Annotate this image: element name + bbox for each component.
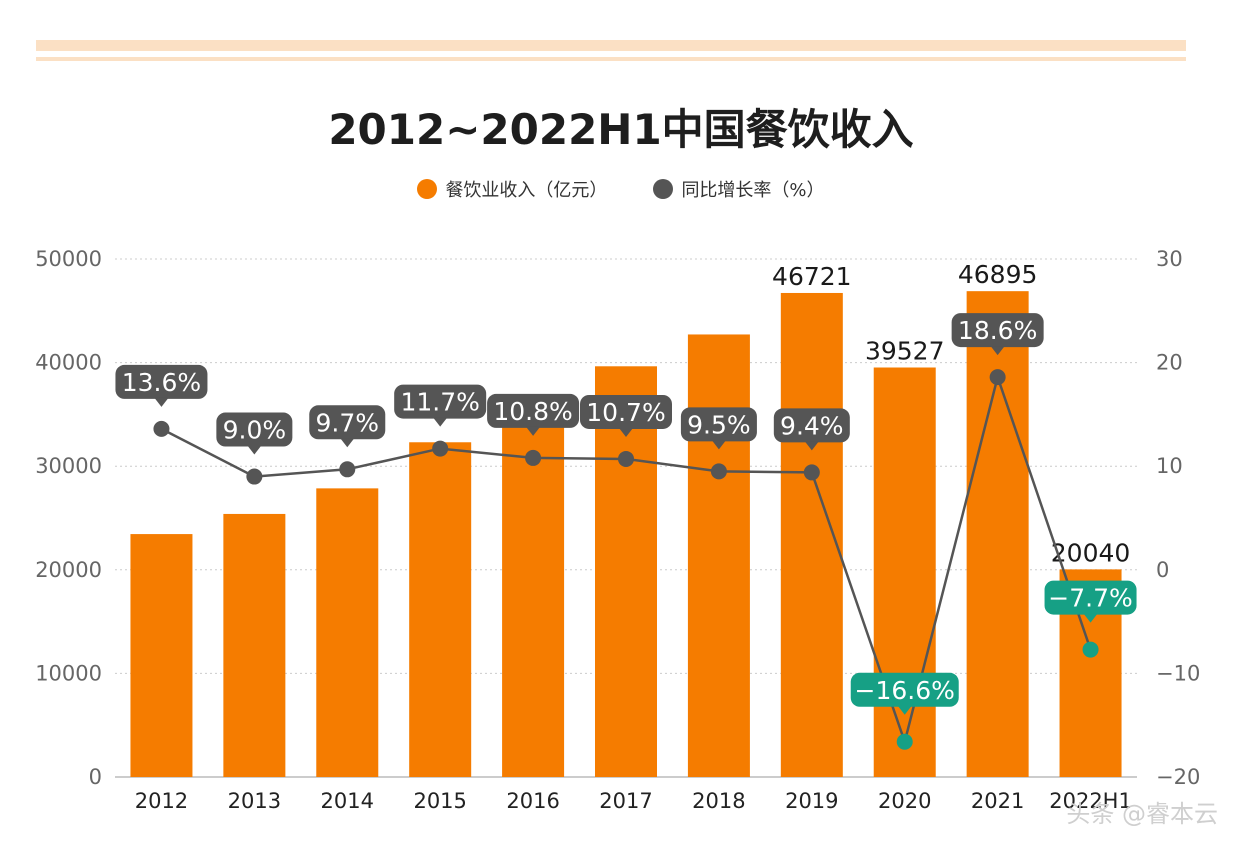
growth-label-bubble (680, 407, 757, 442)
x-tick-label: 2020 (878, 789, 931, 813)
y-left-tick-label: 50000 (35, 247, 102, 271)
growth-point-2022H1 (1082, 641, 1099, 658)
growth-label-bubble (309, 405, 386, 440)
growth-value-label: −7.7% (1048, 584, 1132, 613)
growth-label-pointer (340, 438, 355, 448)
x-tick-label: 2019 (785, 789, 838, 813)
y-right-tick-label: −20 (1156, 765, 1200, 789)
growth-label-pointer (433, 417, 448, 427)
bar-2012 (130, 534, 193, 777)
legend-label-revenue: 餐饮业收入（亿元） (445, 180, 608, 201)
x-tick-label: 2018 (692, 789, 745, 813)
decorative-top-band (36, 40, 1186, 51)
growth-value-label: 13.6% (122, 368, 201, 397)
growth-label-pointer (804, 441, 819, 451)
growth-value-label: −16.6% (855, 676, 955, 705)
x-tick-label: 2015 (413, 789, 466, 813)
growth-label-bubble (850, 672, 959, 707)
growth-value-label: 10.8% (493, 397, 572, 426)
growth-value-label: 9.0% (223, 416, 287, 445)
y-right-tick-label: −10 (1156, 661, 1200, 685)
growth-point-2012 (153, 420, 170, 437)
legend-label-growth: 同比增长率（%） (681, 180, 825, 201)
growth-label-pointer (897, 705, 912, 715)
y-left-tick-label: 0 (89, 765, 102, 789)
bar-2014 (316, 488, 379, 777)
growth-value-label: 9.4% (780, 411, 844, 440)
growth-label-pointer (1083, 613, 1098, 623)
y-right-tick-label: 20 (1156, 351, 1183, 375)
growth-label-pointer (526, 426, 541, 436)
bar-value-label: 46895 (958, 260, 1038, 289)
x-tick-label: 2016 (506, 789, 559, 813)
growth-value-label: 9.5% (687, 410, 751, 439)
growth-point-2021 (989, 369, 1006, 386)
growth-label-pointer (247, 445, 262, 455)
growth-label-bubble (1044, 580, 1137, 615)
growth-point-2018 (710, 463, 727, 480)
x-tick-label: 2012 (135, 789, 188, 813)
y-left-tick-label: 20000 (35, 558, 102, 582)
y-right-tick-label: 10 (1156, 454, 1183, 478)
y-left-tick-label: 10000 (35, 661, 102, 685)
growth-label-bubble (487, 393, 580, 428)
bar-2020 (873, 367, 936, 777)
growth-label-pointer (711, 440, 726, 450)
growth-value-label: 18.6% (958, 316, 1037, 345)
growth-point-2017 (618, 450, 634, 467)
bar-2021 (966, 291, 1029, 777)
growth-point-2013 (246, 468, 263, 485)
growth-label-pointer (154, 397, 169, 407)
watermark: 头条 @睿本云 (1066, 800, 1218, 828)
legend-swatch-gray-icon (653, 179, 674, 199)
legend-swatch-orange-icon (417, 179, 438, 199)
chart-legend: 餐饮业收入（亿元） 同比增长率（%） (0, 176, 1242, 202)
bar-value-label: 39527 (865, 337, 945, 366)
legend-item-growth: 同比增长率（%） (653, 176, 825, 202)
growth-label-bubble (394, 384, 487, 419)
bar-2015 (409, 442, 472, 777)
x-tick-label: 2014 (321, 789, 374, 813)
bar-value-label: 20040 (1051, 538, 1131, 567)
decorative-top-line (36, 57, 1186, 61)
growth-label-bubble (951, 313, 1044, 348)
growth-label-bubble (115, 364, 208, 399)
x-tick-label: 2021 (971, 789, 1024, 813)
bar-2018 (687, 334, 750, 777)
growth-value-label: 10.7% (586, 398, 665, 427)
y-right-tick-label: 30 (1156, 247, 1183, 271)
growth-label-pointer (990, 346, 1005, 356)
x-tick-label: 2013 (228, 789, 281, 813)
growth-value-label: 11.7% (400, 388, 479, 417)
bar-value-label: 46721 (772, 262, 852, 291)
growth-value-label: 9.7% (316, 408, 380, 437)
chart-title: 2012~2022H1中国餐饮收入 (328, 105, 914, 154)
bar-2013 (223, 513, 286, 777)
bar-2016 (502, 406, 565, 777)
y-right-tick-label: 0 (1156, 558, 1169, 582)
x-tick-label: 2022H1 (1049, 789, 1132, 813)
growth-point-2014 (339, 461, 356, 478)
growth-point-2015 (432, 440, 449, 457)
growth-label-bubble (580, 394, 672, 429)
y-left-tick-label: 30000 (35, 454, 102, 478)
growth-label-bubble (773, 408, 850, 443)
growth-point-2020 (896, 733, 913, 750)
legend-item-revenue: 餐饮业收入（亿元） (417, 176, 607, 202)
y-left-tick-label: 40000 (35, 351, 102, 375)
growth-point-2016 (525, 449, 542, 466)
growth-label-bubble (216, 412, 293, 447)
x-tick-label: 2017 (599, 789, 652, 813)
growth-point-2019 (803, 464, 820, 481)
growth-label-pointer (619, 427, 633, 437)
